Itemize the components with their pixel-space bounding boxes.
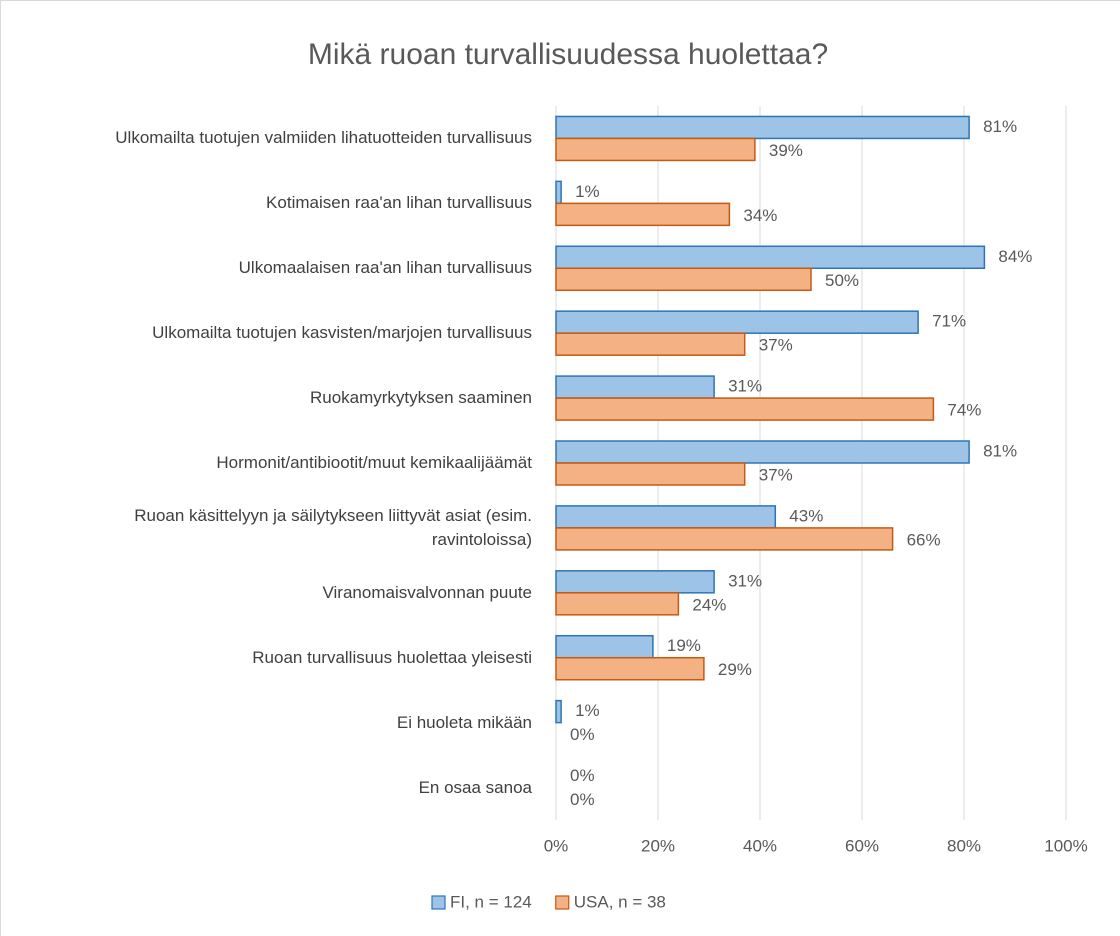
data-label: 34% (743, 206, 777, 225)
data-label: 24% (692, 595, 726, 614)
y-tick-label: Ulkomaalaisen raa'an lihan turvallisuus (238, 258, 532, 278)
data-label: 71% (932, 312, 966, 331)
y-tick-label: Ruoan käsittelyyn ja säilytykseen liitty… (134, 505, 532, 549)
data-label: 29% (718, 660, 752, 679)
chart-title: Mikä ruoan turvallisuudessa huolettaa? (308, 38, 828, 71)
x-tick-label: 80% (947, 836, 981, 855)
bar (555, 440, 970, 464)
data-label: 0% (570, 790, 595, 809)
y-tick-label: Ulkomailta tuotujen kasvisten/marjojen t… (152, 323, 532, 343)
data-label: 84% (998, 247, 1032, 266)
data-label: 37% (759, 465, 793, 484)
legend-label: FI, n = 124 (450, 892, 532, 911)
data-label: 43% (789, 506, 823, 525)
y-tick-label: Kotimaisen raa'an lihan turvallisuus (266, 193, 532, 213)
bar (555, 332, 746, 356)
data-label: 31% (728, 377, 762, 396)
x-tick-label: 20% (641, 836, 675, 855)
bar (555, 505, 777, 529)
bar (555, 202, 731, 227)
y-tick-label: Ruokamyrkytyksen saaminen (309, 388, 532, 408)
bar (555, 245, 986, 270)
x-tick-label: 0% (544, 836, 569, 855)
data-label: 1% (575, 182, 600, 201)
bar (555, 180, 562, 205)
data-label: 50% (825, 271, 859, 290)
bar (555, 699, 562, 724)
y-tick-label: Viranomaisvalvonnan puute (322, 582, 533, 602)
bar (555, 527, 894, 551)
bar (555, 137, 756, 162)
y-tick-label: Ei huoleta mikään (396, 712, 532, 732)
bar (555, 634, 654, 659)
x-tick-label: 60% (845, 836, 879, 855)
x-tick-label: 100% (1044, 836, 1087, 855)
data-label: 0% (570, 766, 595, 785)
data-label: 19% (667, 636, 701, 655)
y-tick-label: En osaa sanoa (418, 777, 532, 797)
data-label: 81% (983, 441, 1017, 460)
data-label: 31% (728, 571, 762, 590)
bar (555, 267, 812, 292)
data-label: 66% (907, 530, 941, 549)
data-label: 81% (983, 117, 1017, 136)
data-label: 1% (575, 701, 600, 720)
bar (555, 375, 715, 399)
y-tick-label: Ruoan turvallisuus huolettaa yleisesti (252, 647, 532, 667)
legend-label: USA, n = 38 (574, 892, 666, 911)
bar (555, 592, 680, 616)
bar (555, 310, 919, 334)
legend-swatch (555, 895, 570, 910)
bar (555, 115, 970, 140)
bar (555, 397, 935, 421)
data-label: 39% (769, 141, 803, 160)
bar (555, 656, 705, 681)
x-tick-label: 40% (743, 836, 777, 855)
bar (555, 570, 715, 594)
y-tick-label: Ulkomailta tuotujen valmiiden lihatuotte… (115, 128, 532, 148)
data-label: 0% (570, 725, 595, 744)
bar (555, 462, 746, 486)
data-label: 37% (759, 336, 793, 355)
y-tick-label: Hormonit/antibiootit/muut kemikaalijäämä… (216, 453, 532, 472)
data-label: 74% (947, 401, 981, 420)
legend-swatch (431, 895, 446, 910)
